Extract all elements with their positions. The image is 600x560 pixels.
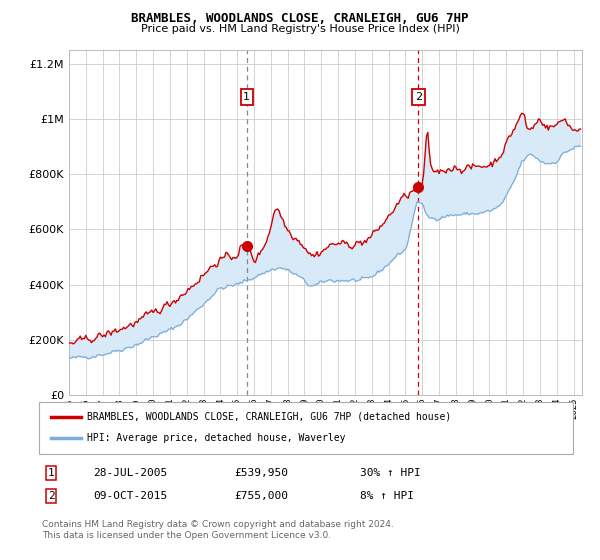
Text: Contains HM Land Registry data © Crown copyright and database right 2024.: Contains HM Land Registry data © Crown c… [42,520,394,529]
Text: 1: 1 [47,468,55,478]
Text: 09-OCT-2015: 09-OCT-2015 [93,491,167,501]
Text: BRAMBLES, WOODLANDS CLOSE, CRANLEIGH, GU6 7HP (detached house): BRAMBLES, WOODLANDS CLOSE, CRANLEIGH, GU… [87,412,451,422]
Text: 28-JUL-2005: 28-JUL-2005 [93,468,167,478]
Text: 2: 2 [415,92,422,102]
Text: 2: 2 [47,491,55,501]
Text: 1: 1 [243,92,250,102]
Text: 30% ↑ HPI: 30% ↑ HPI [360,468,421,478]
Text: Price paid vs. HM Land Registry's House Price Index (HPI): Price paid vs. HM Land Registry's House … [140,24,460,34]
Text: BRAMBLES, WOODLANDS CLOSE, CRANLEIGH, GU6 7HP: BRAMBLES, WOODLANDS CLOSE, CRANLEIGH, GU… [131,12,469,25]
Text: HPI: Average price, detached house, Waverley: HPI: Average price, detached house, Wave… [87,433,346,444]
Text: This data is licensed under the Open Government Licence v3.0.: This data is licensed under the Open Gov… [42,531,331,540]
Text: £755,000: £755,000 [234,491,288,501]
Text: £539,950: £539,950 [234,468,288,478]
Text: 8% ↑ HPI: 8% ↑ HPI [360,491,414,501]
